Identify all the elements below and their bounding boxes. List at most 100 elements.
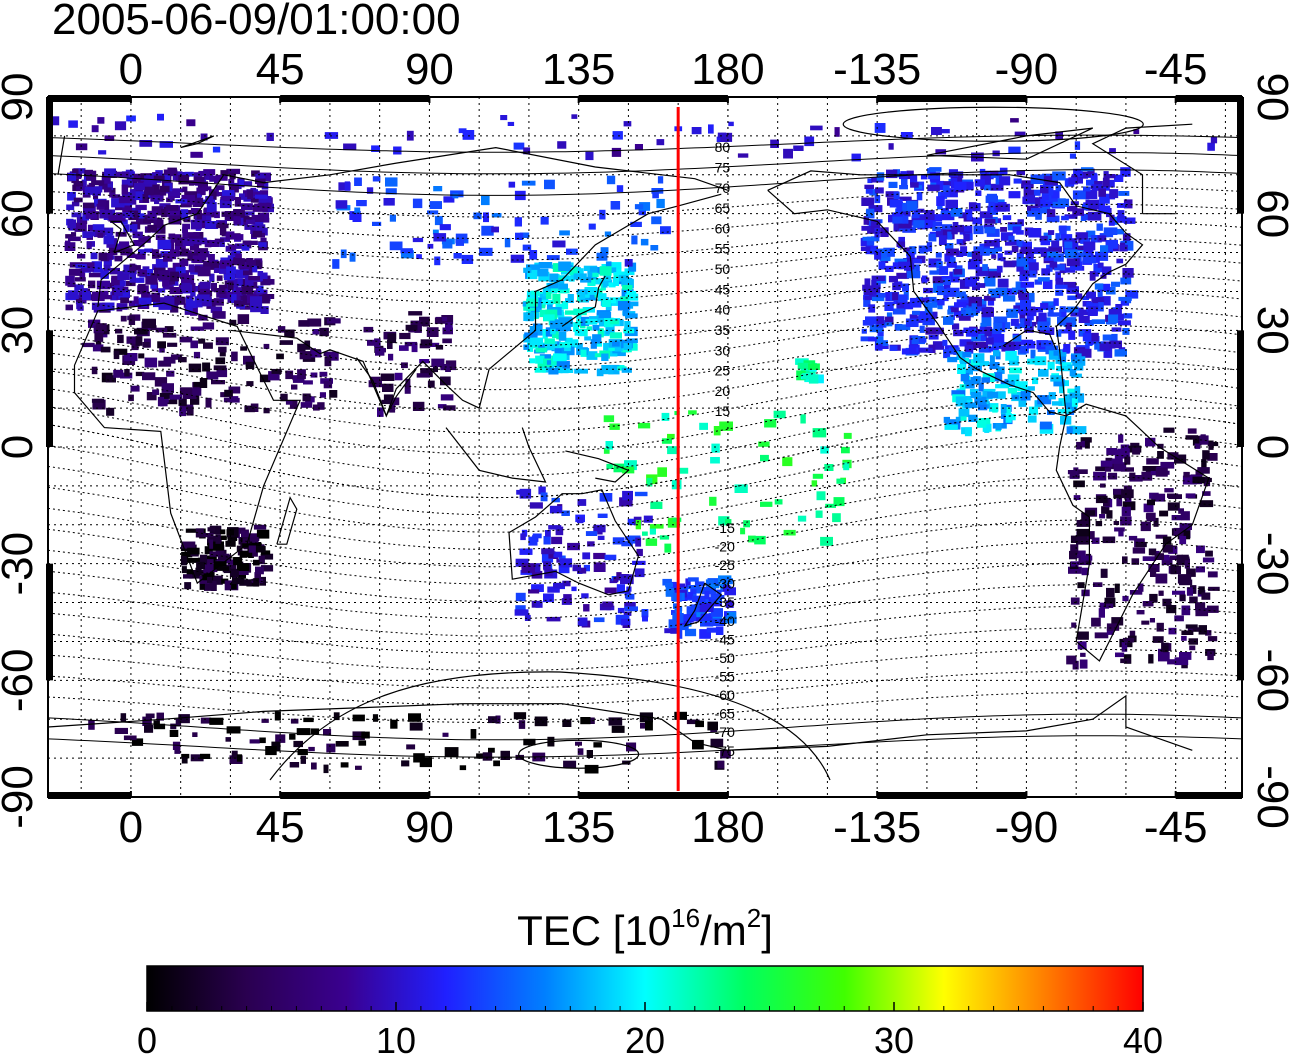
tec-cell	[81, 179, 87, 188]
tec-cell	[412, 198, 423, 209]
tec-cell	[1067, 205, 1078, 212]
tec-cell	[575, 741, 582, 746]
tec-cell	[507, 121, 515, 126]
tec-cell	[1099, 233, 1109, 238]
tec-cell	[880, 227, 889, 237]
tec-cell	[869, 189, 878, 196]
tec-cell	[946, 287, 960, 297]
tec-cell	[888, 181, 898, 188]
lon-label-bottom: 0	[119, 803, 143, 852]
tec-cell	[195, 567, 202, 576]
tec-cell	[1195, 602, 1206, 610]
tec-cell	[1041, 268, 1051, 276]
tec-cell	[743, 520, 750, 528]
tec-cell	[1020, 270, 1030, 275]
tec-cell	[1019, 275, 1029, 282]
tec-cell	[1034, 356, 1047, 366]
tec-cell	[241, 203, 253, 211]
tec-cell	[1028, 228, 1042, 238]
tec-cell	[452, 193, 459, 199]
tec-cell	[133, 240, 139, 246]
tec-cell	[687, 591, 694, 600]
tec-cell	[925, 296, 937, 303]
tec-cell	[540, 492, 548, 502]
tec-cell	[275, 734, 286, 743]
tec-cell	[523, 344, 529, 350]
tec-cell	[324, 356, 332, 367]
tec-cell	[1145, 437, 1156, 447]
tec-cell	[1087, 168, 1095, 177]
tec-cell	[153, 267, 166, 273]
tec-cell	[1171, 515, 1182, 521]
tec-cell	[190, 270, 203, 275]
tec-cell	[1075, 293, 1083, 299]
tec-cell	[107, 181, 113, 191]
tec-cell	[725, 600, 734, 608]
tec-cell	[671, 480, 682, 490]
tec-cell	[1205, 550, 1213, 557]
tec-cell	[973, 246, 984, 254]
tec-cell	[189, 388, 202, 396]
tec-cell	[383, 198, 395, 206]
tec-cell	[67, 290, 79, 300]
tec-cell	[434, 256, 441, 266]
tec-cell	[1155, 573, 1168, 584]
tec-cell	[866, 208, 875, 218]
tec-cell	[553, 353, 567, 362]
tec-cell	[1129, 472, 1136, 480]
tec-cell	[187, 547, 200, 555]
tec-cell	[1087, 306, 1098, 316]
tec-cell	[114, 286, 123, 296]
tec-cell	[1137, 583, 1144, 592]
tec-cell	[220, 257, 229, 262]
tec-cell	[619, 497, 633, 507]
tec-cell	[1064, 249, 1078, 259]
tec-cell	[674, 711, 687, 720]
tec-cell	[212, 146, 221, 153]
tec-cell	[544, 338, 555, 344]
tec-cell	[193, 176, 205, 185]
tec-cell	[203, 533, 214, 538]
tec-cell	[259, 374, 271, 383]
tec-cell	[71, 212, 82, 218]
tec-cell	[313, 404, 320, 411]
tec-cell	[182, 229, 188, 239]
tec-cell	[960, 372, 970, 382]
tec-cell	[258, 197, 272, 203]
tec-cell	[91, 302, 106, 310]
tec-cell	[218, 284, 226, 294]
tec-cell	[580, 349, 587, 357]
tec-cell	[734, 484, 748, 493]
tec-cell	[349, 252, 356, 262]
tec-cell	[764, 419, 777, 428]
tec-cell	[126, 176, 138, 183]
tec-cell	[68, 268, 82, 276]
tec-cell	[1094, 632, 1109, 639]
tec-cell	[260, 565, 274, 572]
tec-cell	[181, 248, 189, 256]
tec-cell	[981, 377, 990, 383]
tec-cell	[953, 310, 967, 316]
tec-cell	[908, 344, 920, 355]
tec-cell	[585, 531, 598, 536]
tec-cell	[389, 241, 403, 251]
tec-cell	[941, 276, 952, 281]
tec-cell	[611, 147, 622, 157]
tec-cell	[147, 210, 157, 220]
tec-cell	[603, 415, 615, 423]
tec-cell	[64, 242, 76, 251]
tec-cell	[225, 737, 231, 742]
tec-cell	[964, 427, 972, 437]
tec-cell	[661, 412, 670, 421]
tec-cell	[604, 554, 617, 561]
frame-band	[1237, 563, 1244, 681]
tec-cell	[186, 557, 201, 563]
tec-cell	[1067, 470, 1076, 475]
tec-cell	[1101, 186, 1110, 191]
frame-band	[877, 95, 1027, 102]
tec-cell	[190, 151, 203, 158]
tec-cell	[1098, 608, 1105, 618]
tec-cell	[587, 717, 595, 724]
tec-cell	[1008, 146, 1021, 154]
tec-cell	[1106, 623, 1120, 631]
